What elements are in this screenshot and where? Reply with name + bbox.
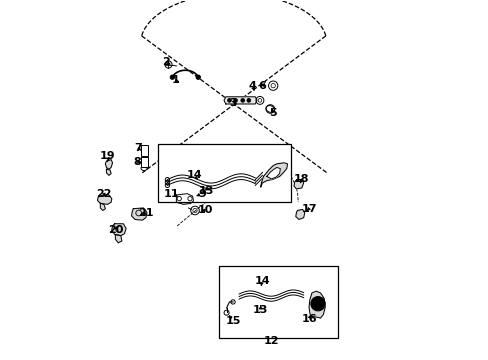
Text: 14: 14	[186, 170, 202, 180]
Circle shape	[310, 297, 325, 311]
Text: 1: 1	[171, 75, 179, 85]
Polygon shape	[106, 169, 111, 175]
Polygon shape	[295, 210, 304, 220]
Text: 4: 4	[248, 81, 256, 91]
Circle shape	[170, 75, 174, 79]
Circle shape	[196, 75, 200, 79]
Polygon shape	[308, 291, 325, 318]
Polygon shape	[224, 97, 257, 104]
Polygon shape	[260, 163, 287, 187]
Text: 17: 17	[301, 204, 316, 214]
Text: 3: 3	[229, 98, 236, 108]
Polygon shape	[105, 159, 112, 169]
Circle shape	[246, 99, 250, 102]
Text: 20: 20	[107, 225, 123, 235]
Text: 22: 22	[96, 189, 111, 199]
FancyBboxPatch shape	[219, 266, 337, 338]
Text: 13: 13	[252, 305, 268, 315]
Text: 15: 15	[225, 316, 240, 325]
Text: 2: 2	[162, 57, 170, 67]
Polygon shape	[97, 194, 112, 204]
Circle shape	[227, 99, 231, 102]
Circle shape	[233, 99, 237, 102]
Text: 5: 5	[269, 108, 276, 118]
Text: 19: 19	[100, 151, 115, 161]
Text: 16: 16	[301, 314, 316, 324]
Text: 6: 6	[257, 81, 265, 91]
Polygon shape	[131, 208, 147, 220]
Text: 14: 14	[254, 276, 270, 286]
Polygon shape	[115, 234, 122, 243]
Text: 7: 7	[134, 143, 141, 153]
Text: 18: 18	[293, 174, 309, 184]
Text: 11: 11	[163, 189, 179, 199]
Circle shape	[313, 300, 322, 308]
FancyBboxPatch shape	[140, 145, 147, 156]
Text: 12: 12	[263, 336, 279, 346]
Text: 21: 21	[138, 208, 153, 218]
Polygon shape	[112, 224, 126, 235]
FancyBboxPatch shape	[158, 144, 290, 202]
Polygon shape	[100, 203, 105, 211]
Polygon shape	[266, 167, 280, 179]
Text: 9: 9	[198, 189, 206, 199]
Text: 8: 8	[134, 157, 141, 167]
Circle shape	[241, 99, 244, 102]
FancyBboxPatch shape	[140, 157, 147, 167]
Polygon shape	[293, 179, 303, 189]
Text: 13: 13	[199, 186, 214, 197]
Polygon shape	[176, 194, 193, 204]
Text: 10: 10	[197, 206, 212, 216]
